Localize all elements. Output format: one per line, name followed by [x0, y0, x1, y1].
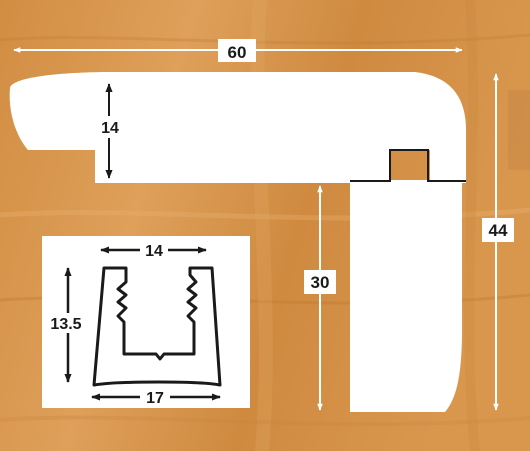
inset-bottom-width-label: 17: [146, 390, 164, 407]
nosing-top-profile: [9, 72, 466, 183]
wood-edge-strip: [508, 90, 530, 170]
tongue-outline: [350, 149, 466, 182]
top-thickness-label: 14: [101, 120, 119, 137]
inset-panel: 14 13.5 17: [42, 236, 250, 408]
nosing-leg: [350, 180, 462, 412]
inset-top-width-label: 14: [145, 243, 163, 260]
channel-profile: [92, 266, 222, 387]
overall-width-label: 60: [228, 43, 247, 62]
leg-height-label: 30: [311, 273, 330, 292]
overall-height-label: 44: [489, 221, 508, 240]
inset-height-label: 13.5: [50, 316, 81, 333]
